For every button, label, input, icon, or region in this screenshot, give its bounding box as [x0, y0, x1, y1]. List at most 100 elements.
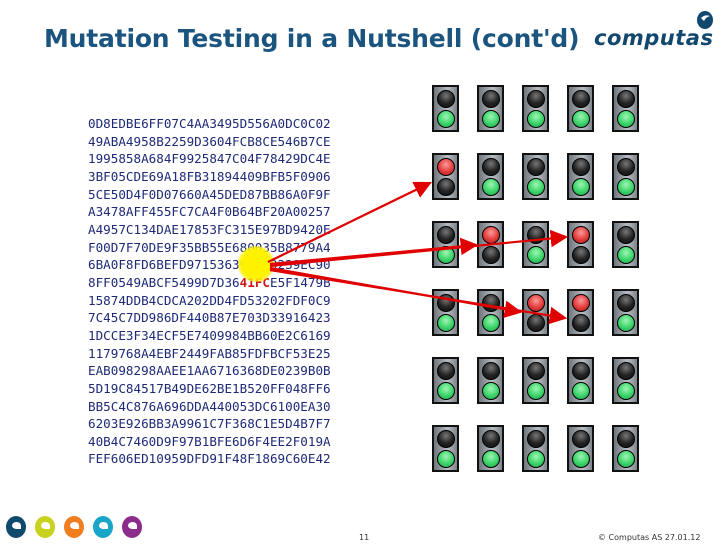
traffic-light-pass	[432, 85, 459, 132]
traffic-light-pass	[522, 425, 549, 472]
hex-line: 6203E926BB3A9961C7F368C1E5D4B7F7	[88, 416, 331, 432]
bottom-lamp	[617, 178, 635, 196]
page-title: Mutation Testing in a Nutshell (cont'd)	[44, 24, 580, 53]
top-lamp	[617, 294, 635, 312]
traffic-light-pass	[612, 221, 639, 268]
traffic-light-pass	[567, 85, 594, 132]
bottom-lamp	[437, 314, 455, 332]
logo-text: computas	[594, 26, 714, 50]
hex-line: 5D19C84517B49DE62BE1B520FF048FF6	[88, 380, 331, 396]
bottom-lamp	[482, 178, 500, 196]
top-lamp	[617, 158, 635, 176]
hex-segment: 8FF0549ABCF5499D7D36	[88, 274, 240, 290]
traffic-light-pass	[477, 425, 504, 472]
traffic-light-pass	[432, 289, 459, 336]
top-lamp	[572, 294, 590, 312]
computas-swirl-icon	[35, 516, 55, 538]
bottom-lamp	[527, 450, 545, 468]
bottom-lamp	[617, 382, 635, 400]
traffic-light-pass	[522, 357, 549, 404]
bottom-lamp	[527, 246, 545, 264]
traffic-light-pass	[477, 153, 504, 200]
top-lamp	[527, 430, 545, 448]
traffic-light-pass	[477, 357, 504, 404]
traffic-light-pass	[432, 221, 459, 268]
traffic-light-pass	[522, 85, 549, 132]
hex-line: A3478AFF455FC7CA4F0B64BF20A00257	[88, 204, 331, 220]
bottom-lamp	[617, 110, 635, 128]
bottom-lamp	[437, 246, 455, 264]
footer-logos	[6, 516, 142, 538]
traffic-light-pass	[477, 85, 504, 132]
arrow	[267, 181, 432, 263]
bottom-lamp	[572, 382, 590, 400]
bottom-lamp	[572, 246, 590, 264]
bottom-lamp	[617, 314, 635, 332]
top-lamp	[527, 362, 545, 380]
bottom-lamp	[572, 314, 590, 332]
hex-line: 1179768A4EBF2449FAB85FDFBCF53E25	[88, 345, 331, 361]
hex-line: EAB098298AAEE1AA6716368DE0239B0B	[88, 363, 331, 379]
bottom-lamp	[437, 178, 455, 196]
hex-line: 3BF05CDE69A18FB31894409BFB5F0906	[88, 168, 331, 184]
traffic-light-pass	[567, 425, 594, 472]
traffic-light-pass	[612, 357, 639, 404]
top-lamp	[437, 226, 455, 244]
traffic-light-pass	[567, 153, 594, 200]
hex-line: 0D8EDBE6FF07C4AA3495D556A0DC0C02	[88, 116, 331, 131]
bottom-lamp	[617, 450, 635, 468]
top-lamp	[527, 90, 545, 108]
traffic-light-pass	[612, 425, 639, 472]
page-number: 11	[359, 533, 370, 542]
bottom-lamp	[482, 246, 500, 264]
hex-line: A4957C134DAE17853FC315E97BD9420E	[88, 221, 331, 237]
hex-line: 5CE50D4F0D07660A45DED87BB86A0F9F	[88, 186, 331, 202]
hex-line: 1DCCE3F34ECF5E7409984BB60E2C6169	[88, 327, 331, 343]
traffic-light-pass	[522, 153, 549, 200]
hex-line: BB5C4C876A696DDA440053DC6100EA30	[88, 398, 331, 414]
top-lamp	[437, 362, 455, 380]
top-lamp	[437, 430, 455, 448]
bottom-lamp	[482, 450, 500, 468]
bottom-lamp	[482, 110, 500, 128]
hex-line: F00D7F70DE9F35BB55E680035B8779A4	[88, 239, 331, 255]
top-lamp	[617, 90, 635, 108]
bottom-lamp	[617, 246, 635, 264]
top-lamp	[617, 430, 635, 448]
hex-line: 1995858A684F9925847C04F78429DC4E	[88, 151, 331, 167]
computas-swirl-icon	[93, 516, 113, 538]
bottom-lamp	[527, 178, 545, 196]
top-lamp	[572, 362, 590, 380]
traffic-light-pass	[432, 425, 459, 472]
mutation-highlight	[238, 246, 274, 282]
bottom-lamp	[437, 382, 455, 400]
traffic-light-pass	[522, 221, 549, 268]
top-lamp	[482, 158, 500, 176]
hex-line: 15874DDB4CDCA202DD4FD53202FDF0C9	[88, 292, 331, 308]
traffic-light-pass	[612, 85, 639, 132]
top-lamp	[482, 362, 500, 380]
traffic-light-fail	[567, 221, 594, 268]
hex-code-listing: 0D8EDBE6FF07C4AA3495D556A0DC0C02 49ABA495…	[88, 115, 331, 468]
bottom-lamp	[572, 110, 590, 128]
computas-logo: computas	[592, 11, 714, 50]
traffic-light-pass	[477, 289, 504, 336]
top-lamp	[527, 294, 545, 312]
traffic-light-pass	[432, 357, 459, 404]
top-lamp	[572, 430, 590, 448]
computas-swirl-icon	[64, 516, 84, 538]
bottom-lamp	[437, 110, 455, 128]
bottom-lamp	[527, 382, 545, 400]
copyright: © Computas AS 27.01.12	[598, 533, 701, 542]
arrow	[269, 229, 569, 268]
top-lamp	[482, 430, 500, 448]
bottom-lamp	[482, 382, 500, 400]
hex-segment: E5F1479B	[270, 274, 331, 290]
bottom-lamp	[572, 450, 590, 468]
top-lamp	[617, 362, 635, 380]
traffic-light-pass	[612, 289, 639, 336]
top-lamp	[572, 90, 590, 108]
hex-line: 40B4C7460D9F97B1BFE6D6F4EE2F019A	[88, 433, 331, 449]
hex-line: 49ABA4958B2259D3604FCB8CE546B7CE	[88, 133, 331, 149]
hex-line: FEF606ED10959DFD91F48F1869C60E42	[88, 451, 331, 467]
